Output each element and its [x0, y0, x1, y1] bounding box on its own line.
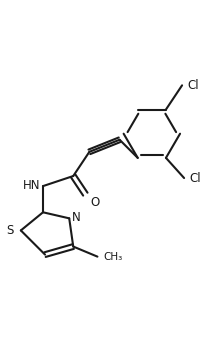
Text: O: O [90, 196, 100, 209]
Text: N: N [72, 211, 81, 224]
Text: HN: HN [23, 179, 40, 192]
Text: S: S [6, 224, 14, 237]
Text: Cl: Cl [189, 172, 201, 184]
Text: CH₃: CH₃ [104, 252, 123, 262]
Text: Cl: Cl [187, 79, 199, 92]
